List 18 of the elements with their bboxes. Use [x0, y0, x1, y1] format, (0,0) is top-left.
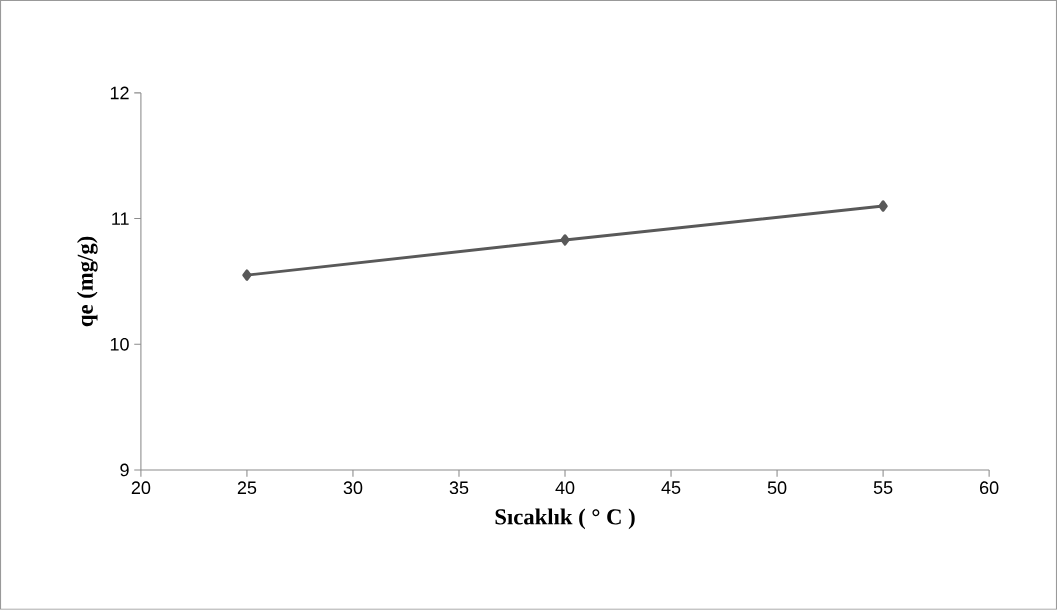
- x-tick-label: 35: [449, 481, 469, 495]
- x-tick-label: 45: [661, 481, 681, 494]
- x-tick-label: 30: [343, 481, 363, 495]
- x-tick-label: 25: [237, 481, 257, 495]
- x-tick-label: 20: [131, 481, 151, 495]
- point: [242, 269, 252, 281]
- x-tick-label: 40: [555, 481, 575, 495]
- y-tick-label: 9: [120, 463, 129, 477]
- x-tick-label: 50: [767, 481, 787, 495]
- y-tick-label: 12: [110, 86, 129, 100]
- point: [878, 200, 888, 212]
- point: [560, 234, 570, 246]
- x-tick-label: 55: [873, 481, 893, 494]
- x-axis-title: Sıcaklık ( ° C ): [495, 508, 635, 530]
- y-axis-title: qe (mg/g): [76, 236, 98, 327]
- y-tick-label: 11: [112, 212, 129, 225]
- x-tick-label: 60: [980, 481, 999, 495]
- y-tick-label: 10: [110, 337, 129, 351]
